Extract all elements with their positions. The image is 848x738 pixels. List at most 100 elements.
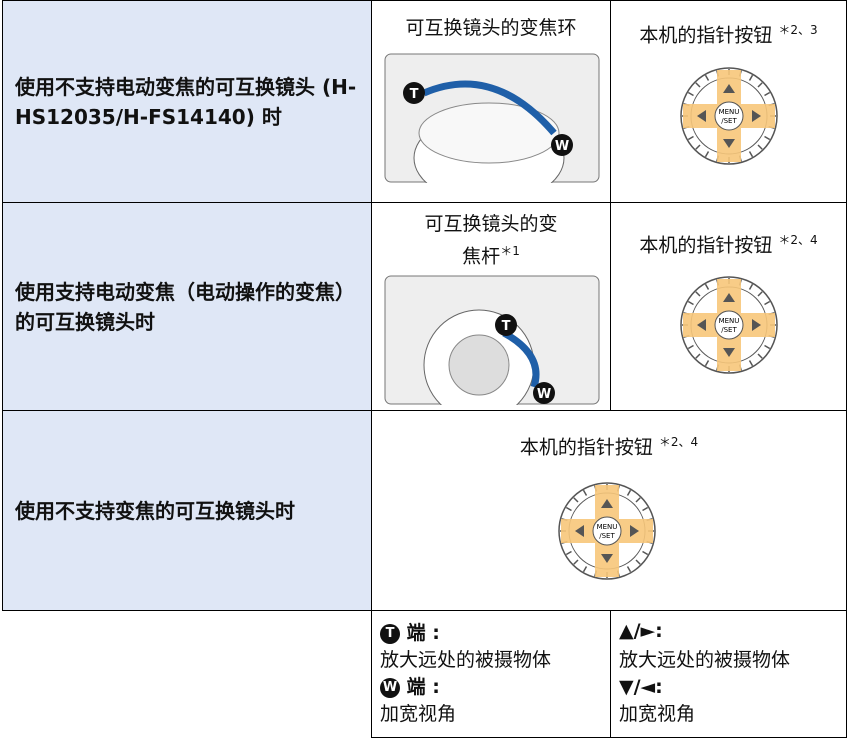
lens-ring: [418, 102, 560, 164]
dial-arrow: [601, 554, 613, 563]
dial-tooth: [757, 353, 763, 359]
dial-tooth: [757, 291, 763, 297]
note: ＊2、3: [778, 23, 818, 37]
dial-tooth: [695, 82, 701, 88]
arrow: [422, 80, 557, 136]
dial-label: /SET: [599, 532, 615, 540]
tele-mark: [495, 314, 517, 336]
condition-text: 使用不支持变焦的可互换镜头时: [15, 498, 295, 523]
dial-tooth: [748, 151, 754, 158]
condition: 使用支持电动变焦（电动操作的变焦）的可互换镜头时: [2, 202, 372, 411]
dial-center: [714, 101, 744, 131]
dial-arrow: [601, 499, 613, 508]
tele-desc: 放大远处的被摄物体: [619, 649, 791, 671]
wide-mark: [533, 382, 555, 404]
camera-legend: ▲/►: 放大远处的被摄物体 ▼/◄: 加宽视角: [610, 610, 847, 738]
dial-label: /SET: [721, 326, 737, 334]
dial-label: MENU: [719, 108, 740, 116]
dial-tooth: [757, 144, 763, 150]
lens-cell: 可互换镜头的变焦杆＊1 T W: [371, 202, 611, 411]
condition: 使用不支持电动变焦的可互换镜头 (H-HS12035/H-FS14140) 时: [2, 0, 372, 203]
dial-arrow: [723, 293, 735, 302]
dial-arrow: [752, 319, 761, 331]
dial-label: /SET: [721, 117, 737, 125]
dial-tooth: [748, 283, 754, 290]
note: ＊2、4: [658, 435, 699, 449]
dial-tooth: [687, 135, 694, 141]
dial-tooth: [764, 344, 771, 350]
note: ＊1: [500, 244, 520, 258]
dial-center: [714, 310, 744, 340]
dial-arrow: [752, 110, 761, 122]
dial-tooth: [695, 291, 701, 297]
wide-label: W: [537, 387, 551, 402]
dial-tooth: [573, 497, 579, 503]
lens-glass: [448, 334, 510, 396]
wide-label: ▼/◄:: [619, 676, 663, 698]
dial: MENU/SET: [680, 276, 778, 374]
dial-tooth: [573, 559, 579, 565]
tele-label: ▲/►:: [619, 620, 663, 642]
tele-mark: [403, 82, 425, 104]
condition: 使用不支持变焦的可互换镜头时: [2, 410, 372, 611]
dial-tooth: [695, 144, 701, 150]
dial-slot: MENU/SET: [679, 66, 779, 174]
dial-arrow: [723, 348, 735, 357]
dial-tooth: [626, 566, 632, 573]
dial-tooth: [764, 135, 771, 141]
dial-tooth: [687, 91, 694, 97]
dial-arrow: [697, 110, 706, 122]
tele-label: T: [410, 87, 419, 102]
dial-center: [592, 516, 622, 546]
lens-control: 可互换镜头的变焦环: [405, 17, 577, 39]
lens-cell: 可互换镜头的变焦环 T W: [371, 0, 611, 203]
dial-arrow: [723, 84, 735, 93]
dial-tooth: [565, 506, 572, 512]
wide-row: W 端 :: [380, 674, 440, 701]
dial-tooth: [748, 360, 754, 367]
arrow: [502, 329, 540, 389]
dial-tooth: [642, 550, 649, 556]
dial-arrow: [723, 139, 735, 148]
dial-tooth: [687, 344, 694, 350]
wide-label: W: [555, 139, 569, 154]
camera-control: 本机的指针按钮: [639, 234, 773, 257]
condition-text: 使用支持电动变焦（电动操作的变焦）的可互换镜头时: [15, 279, 355, 334]
dial-tooth: [757, 82, 763, 88]
dial-arrow: [575, 525, 584, 537]
tele-label: T: [502, 319, 511, 334]
camera-cell: 本机的指针按钮 ＊2、4 MENU/SET: [610, 202, 847, 411]
dial-tooth: [704, 74, 710, 81]
dial-tooth: [565, 550, 572, 556]
dial-tooth: [626, 489, 632, 496]
camera-control: 本机的指针按钮: [639, 24, 773, 47]
dial-slot: MENU/SET: [557, 481, 657, 589]
dial-tooth: [704, 151, 710, 158]
wide-desc: 加宽视角: [380, 703, 457, 725]
wide-mark: [551, 134, 573, 156]
wide-label: 端 :: [406, 676, 440, 698]
lens-ring-illustration: T W: [384, 53, 600, 183]
dial-tooth: [635, 559, 641, 565]
dial: MENU/SET: [558, 482, 656, 580]
condition-text: 使用不支持电动变焦的可互换镜头 (H-HS12035/H-FS14140) 时: [15, 74, 357, 129]
tele-desc: 放大远处的被摄物体: [380, 649, 552, 671]
dial-tooth: [764, 300, 771, 306]
dial-tooth: [642, 506, 649, 512]
dial-tooth: [748, 74, 754, 81]
lens-control: 可互换镜头的变焦杆: [424, 213, 558, 268]
dial-label: MENU: [719, 317, 740, 325]
dial-tooth: [582, 489, 588, 496]
camera-cell: 本机的指针按钮 ＊2、3 MENU/SET: [610, 0, 847, 203]
camera-control: 本机的指针按钮: [519, 436, 653, 459]
dial-label: MENU: [597, 523, 618, 531]
dial-tooth: [695, 353, 701, 359]
wide-desc: 加宽视角: [619, 703, 696, 725]
tele-label: 端 :: [406, 622, 440, 644]
lens-legend: T 端 : 放大远处的被摄物体 W 端 : 加宽视角: [371, 610, 611, 738]
wide-badge: W: [380, 678, 400, 698]
dial-arrow: [697, 319, 706, 331]
dial: MENU/SET: [680, 67, 778, 165]
camera-cell: 本机的指针按钮 ＊2、4 MENU/SET: [371, 410, 847, 611]
